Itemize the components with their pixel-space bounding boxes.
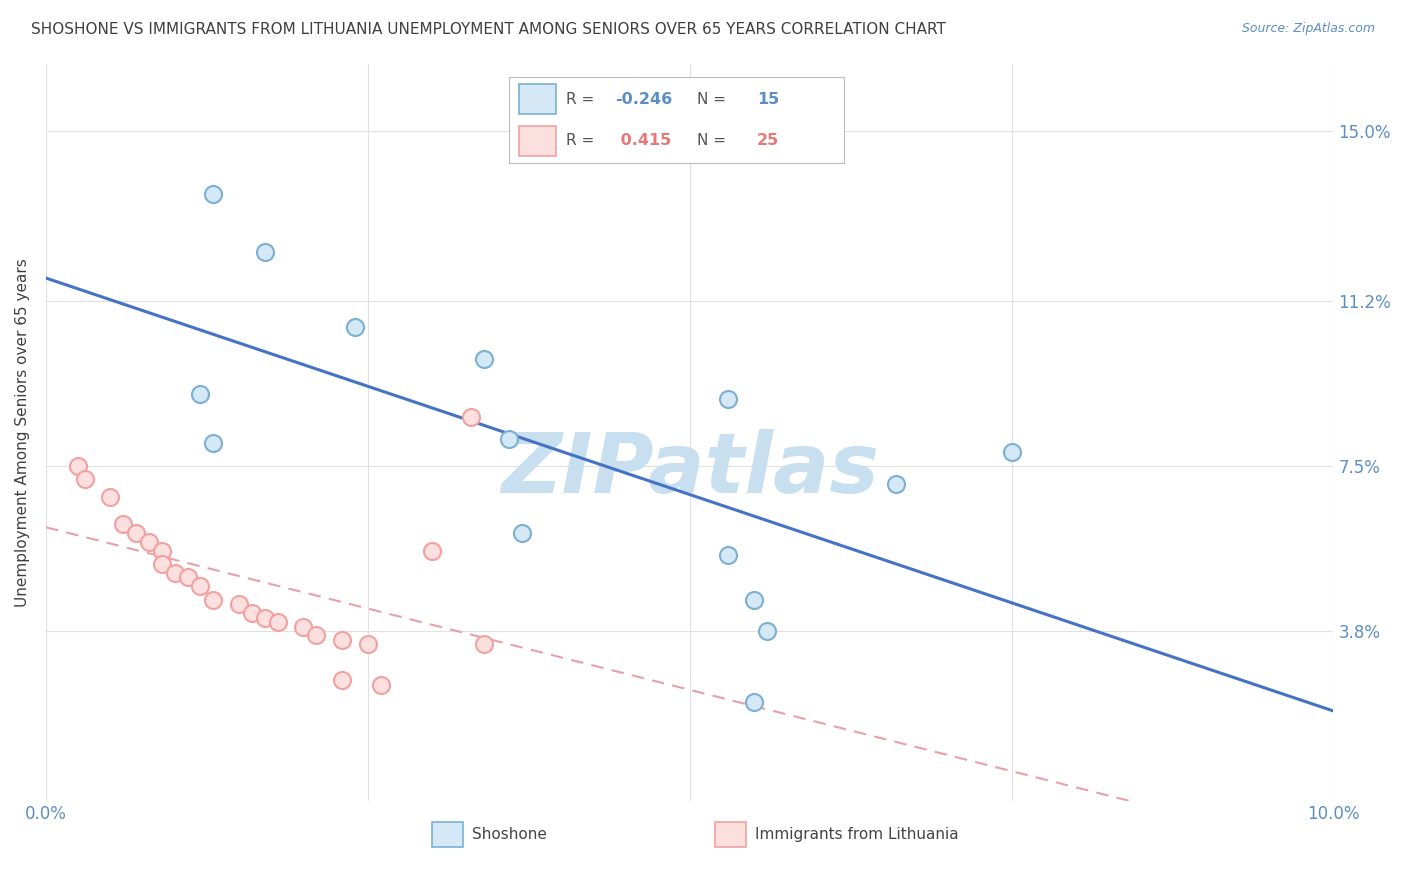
- Point: [253, 244, 276, 259]
- Point: [742, 695, 765, 709]
- Point: [150, 557, 173, 571]
- Point: [292, 619, 315, 633]
- Point: [67, 458, 90, 473]
- Point: [343, 320, 366, 334]
- Point: [138, 534, 160, 549]
- Point: [1000, 445, 1022, 459]
- Point: [472, 351, 495, 366]
- Point: [742, 592, 765, 607]
- Point: [460, 409, 482, 424]
- Y-axis label: Unemployment Among Seniors over 65 years: Unemployment Among Seniors over 65 years: [15, 258, 30, 607]
- Point: [267, 615, 290, 629]
- Text: Shoshone: Shoshone: [471, 827, 547, 842]
- Point: [510, 525, 533, 540]
- Point: [73, 472, 96, 486]
- Point: [717, 392, 740, 406]
- Point: [498, 432, 520, 446]
- Point: [717, 548, 740, 562]
- Point: [357, 637, 380, 651]
- Text: Immigrants from Lithuania: Immigrants from Lithuania: [755, 827, 959, 842]
- Point: [884, 476, 907, 491]
- Point: [420, 543, 443, 558]
- Point: [370, 677, 392, 691]
- Point: [755, 624, 778, 638]
- Point: [240, 606, 263, 620]
- Point: [472, 637, 495, 651]
- Point: [330, 632, 353, 647]
- Point: [150, 543, 173, 558]
- Point: [330, 673, 353, 687]
- Point: [253, 610, 276, 624]
- Point: [202, 436, 225, 450]
- Text: Source: ZipAtlas.com: Source: ZipAtlas.com: [1241, 22, 1375, 36]
- Point: [163, 566, 186, 580]
- Point: [202, 592, 225, 607]
- Point: [202, 186, 225, 201]
- Point: [190, 387, 212, 401]
- Point: [190, 579, 212, 593]
- Point: [176, 570, 198, 584]
- Text: SHOSHONE VS IMMIGRANTS FROM LITHUANIA UNEMPLOYMENT AMONG SENIORS OVER 65 YEARS C: SHOSHONE VS IMMIGRANTS FROM LITHUANIA UN…: [31, 22, 946, 37]
- Point: [98, 490, 121, 504]
- Point: [305, 628, 328, 642]
- Text: ZIPatlas: ZIPatlas: [501, 429, 879, 509]
- Point: [125, 525, 148, 540]
- Point: [228, 597, 250, 611]
- Point: [112, 516, 135, 531]
